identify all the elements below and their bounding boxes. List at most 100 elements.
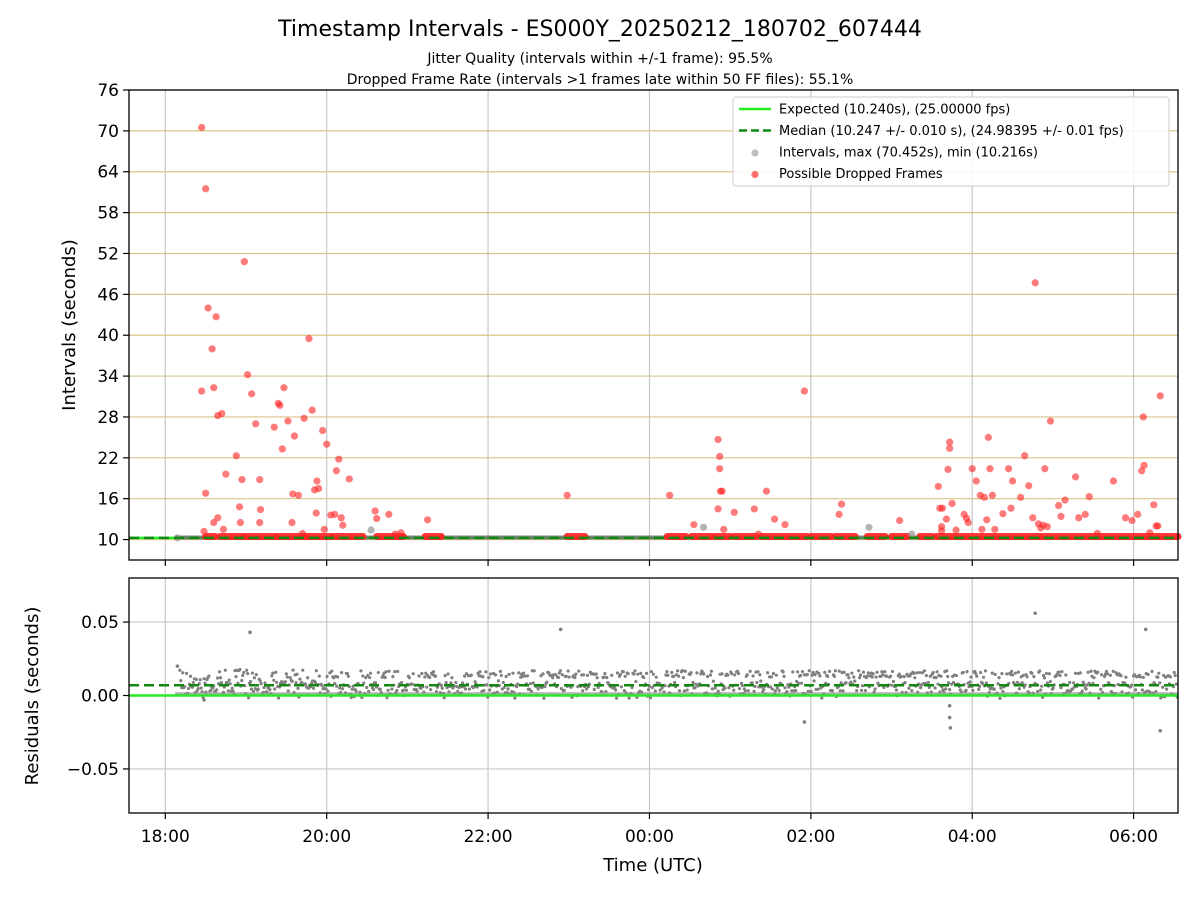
residual-point <box>274 670 278 674</box>
dropped-frame-point <box>323 440 331 448</box>
residual-point <box>290 679 294 683</box>
residual-point <box>993 672 997 677</box>
residual-point <box>241 673 245 678</box>
dropped-frame-point <box>202 489 210 497</box>
residual-point <box>915 671 919 675</box>
residual-point <box>1116 682 1120 687</box>
dropped-frame-point <box>219 525 228 533</box>
residual-point <box>944 687 948 691</box>
dropped-frame-point <box>999 510 1007 518</box>
residual-point <box>830 689 835 693</box>
dropped-frame-point <box>1057 512 1065 521</box>
residual-point <box>861 670 866 674</box>
residual-point <box>1092 676 1096 680</box>
residual-point <box>1100 673 1104 677</box>
residual-point <box>428 675 432 680</box>
residual-point <box>646 688 651 692</box>
x-tick-label: 06:00 <box>1109 827 1158 847</box>
residual-point <box>218 676 223 680</box>
dropped-frame-point <box>690 520 698 529</box>
residual-point <box>1030 671 1034 675</box>
residual-point <box>581 689 585 693</box>
residual-point <box>499 673 503 677</box>
residual-point <box>649 669 654 674</box>
residual-point <box>743 689 747 693</box>
residual-outlier-point <box>175 664 180 668</box>
residual-point <box>1048 679 1052 684</box>
residual-point <box>999 686 1003 690</box>
dropped-frame-point <box>1081 510 1089 518</box>
legend-label: Expected (10.240s), (25.00000 fps) <box>779 103 1010 118</box>
residual-point <box>560 673 564 677</box>
dropped-frame-point <box>1150 501 1158 509</box>
residual-point <box>216 676 220 680</box>
interval-point <box>908 530 916 538</box>
residual-point <box>888 674 893 678</box>
residual-point <box>567 675 571 679</box>
residual-point <box>866 671 870 675</box>
residual-point <box>806 689 810 693</box>
residual-point <box>1156 675 1160 679</box>
residual-point <box>425 685 429 689</box>
residual-point <box>990 671 994 675</box>
residual-point <box>852 675 856 679</box>
residual-point <box>433 674 438 678</box>
residual-outlier-point <box>1158 728 1163 733</box>
dropped-frame-point <box>1138 467 1146 475</box>
residual-point <box>226 689 230 693</box>
dropped-frame-point <box>942 515 951 523</box>
residual-point <box>1047 672 1051 676</box>
residual-point <box>246 672 250 676</box>
residual-point <box>594 672 598 676</box>
residual-point <box>996 682 1000 686</box>
residual-point <box>736 671 741 676</box>
residual-point <box>263 681 267 685</box>
dropped-frame-point <box>1025 482 1033 490</box>
residual-point <box>756 670 760 674</box>
residual-point <box>610 673 614 677</box>
residual-point <box>340 687 345 691</box>
dropped-frame-point <box>208 345 216 353</box>
dropped-frame-point <box>716 487 725 495</box>
residual-point <box>948 688 952 692</box>
top-y-tick-label: 16 <box>97 490 119 510</box>
residual-point <box>918 686 923 690</box>
residual-point <box>716 689 720 693</box>
bottom-y-tick-label: 0.05 <box>81 613 119 633</box>
dropped-frame-point <box>200 527 208 535</box>
dropped-frame-point <box>236 518 244 527</box>
residual-point <box>813 672 817 677</box>
dropped-frame-point <box>937 527 946 535</box>
residual-point <box>889 683 894 687</box>
residual-point <box>762 688 766 692</box>
top-y-tick-label: 10 <box>97 531 119 551</box>
residual-point <box>783 686 787 690</box>
residual-point <box>682 689 686 693</box>
dropped-frame-point <box>397 529 405 537</box>
residual-point <box>324 687 328 691</box>
residual-point <box>399 681 404 685</box>
residual-point <box>1042 676 1047 680</box>
residual-point <box>275 680 279 684</box>
residual-point <box>559 686 563 691</box>
residual-point <box>732 688 736 692</box>
residual-point <box>969 675 973 679</box>
residual-point <box>178 668 182 672</box>
residual-point <box>653 689 657 693</box>
residual-point <box>781 670 785 674</box>
residual-point <box>998 696 1002 700</box>
chart-subtitle-jitter: Jitter Quality (intervals within +/-1 fr… <box>426 51 772 67</box>
residual-point <box>871 672 875 676</box>
dropped-frame-point <box>294 491 303 499</box>
residual-point <box>910 689 914 693</box>
residual-point <box>350 687 354 691</box>
residual-point <box>755 680 759 685</box>
residual-point <box>865 674 869 678</box>
residual-point <box>733 673 737 677</box>
residual-point <box>368 675 372 680</box>
residual-point <box>720 672 724 676</box>
residual-point <box>511 671 515 675</box>
residual-point <box>185 671 189 675</box>
residual-point <box>1141 675 1145 679</box>
